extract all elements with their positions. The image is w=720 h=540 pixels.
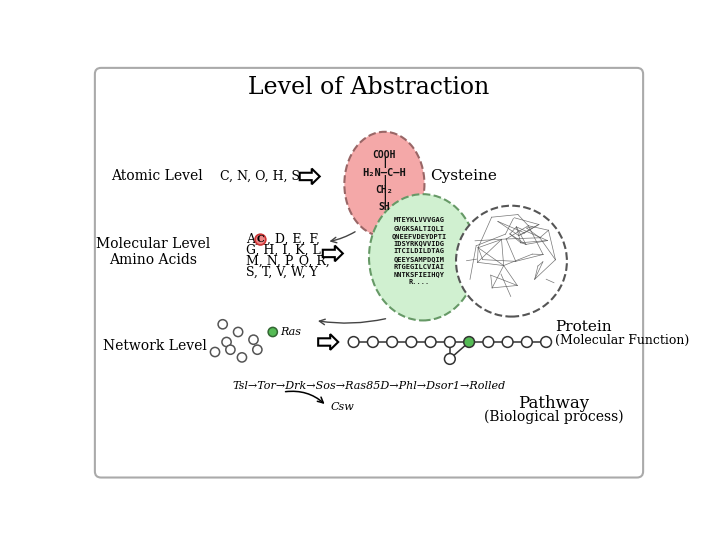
Text: Cysteine: Cysteine [431, 170, 498, 184]
Circle shape [541, 336, 552, 347]
Text: G, H, I, K, L,: G, H, I, K, L, [246, 244, 325, 257]
Text: C: C [256, 235, 264, 244]
Ellipse shape [369, 194, 477, 320]
Circle shape [444, 354, 455, 364]
Text: COOH: COOH [373, 150, 396, 160]
Text: A,: A, [246, 233, 258, 246]
Text: C, N, O, H, S: C, N, O, H, S [220, 170, 300, 183]
Text: Molecular Level: Molecular Level [96, 237, 210, 251]
Circle shape [255, 234, 266, 245]
Text: , D, E, F,: , D, E, F, [267, 233, 320, 246]
Text: S, T, V, W, Y: S, T, V, W, Y [246, 266, 318, 279]
Text: Csw: Csw [330, 402, 354, 413]
Text: Pathway: Pathway [518, 395, 590, 412]
Text: SH: SH [379, 202, 390, 212]
Circle shape [483, 336, 494, 347]
Text: Amino Acids: Amino Acids [109, 253, 197, 267]
Circle shape [233, 327, 243, 336]
Circle shape [387, 336, 397, 347]
Circle shape [238, 353, 246, 362]
Polygon shape [318, 334, 338, 350]
Text: Level of Abstraction: Level of Abstraction [248, 76, 490, 99]
Circle shape [503, 336, 513, 347]
Text: Network Level: Network Level [103, 339, 207, 353]
Circle shape [521, 336, 532, 347]
Text: M, N, P, Q, R,: M, N, P, Q, R, [246, 255, 330, 268]
Circle shape [249, 335, 258, 345]
FancyBboxPatch shape [95, 68, 643, 477]
Text: (Molecular Function): (Molecular Function) [555, 334, 690, 347]
Circle shape [426, 336, 436, 347]
Text: Tsl→Tor→Drk→Sos→Ras85D→Phl→Dsor1→Rolled: Tsl→Tor→Drk→Sos→Ras85D→Phl→Dsor1→Rolled [233, 381, 505, 391]
Circle shape [218, 320, 228, 329]
Ellipse shape [344, 132, 425, 237]
Circle shape [226, 345, 235, 354]
Text: Protein: Protein [555, 320, 612, 334]
Circle shape [348, 336, 359, 347]
Text: Ras: Ras [279, 327, 301, 337]
Polygon shape [323, 246, 343, 261]
Circle shape [464, 336, 474, 347]
Text: H₂N–C–H: H₂N–C–H [363, 167, 406, 178]
Text: |: | [381, 157, 388, 168]
Circle shape [222, 338, 231, 347]
Text: CH₂: CH₂ [376, 185, 393, 195]
Polygon shape [300, 168, 320, 184]
Circle shape [444, 336, 455, 347]
Circle shape [456, 206, 567, 316]
Circle shape [210, 347, 220, 356]
Circle shape [268, 327, 277, 336]
Text: |: | [381, 192, 388, 204]
Circle shape [406, 336, 417, 347]
Circle shape [367, 336, 378, 347]
Text: |: | [381, 175, 388, 186]
Circle shape [253, 345, 262, 354]
Text: Atomic Level: Atomic Level [112, 170, 203, 184]
Text: (Biological process): (Biological process) [484, 409, 624, 424]
Text: MTEYKLVVVGAG
GVGKSALTIQLI
QNEEFVDEYDPTI
IDSYRKQVVIDG
ITCILDILDTAG
QEEYSAMPDQIM
R: MTEYKLVVVGAG GVGKSALTIQLI QNEEFVDEYDPTI … [392, 217, 446, 285]
